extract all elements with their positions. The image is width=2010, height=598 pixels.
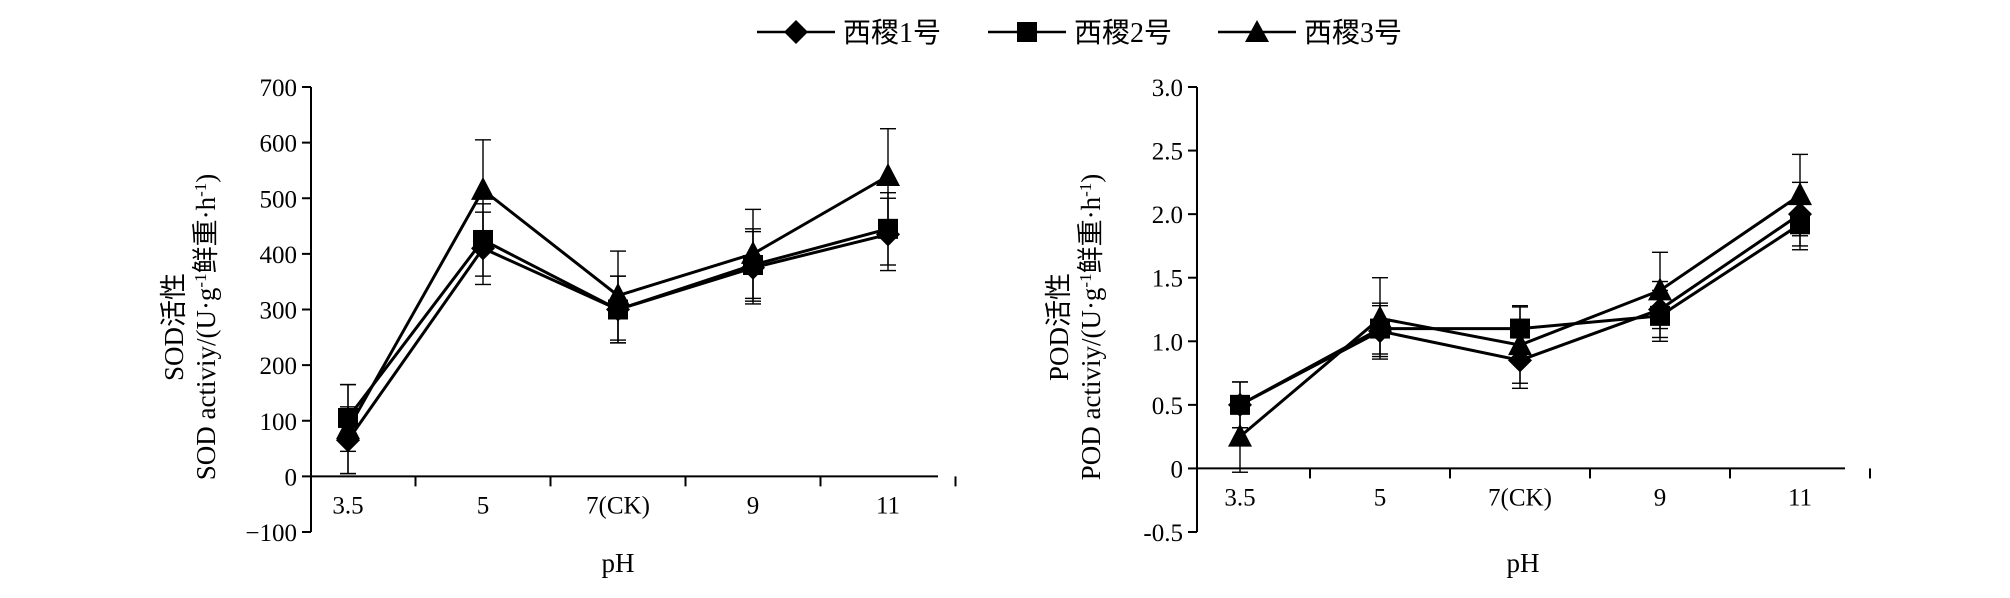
sod-y-tick-label: 300 [260,298,298,325]
pod-y-tick-label: 1.5 [1152,266,1183,293]
sod-data-point [741,240,765,264]
legend-label-2: 西稷2号 [1074,18,1172,49]
sod-y-tick-label: −100 [245,520,297,547]
sod-xlabel: pH [602,548,635,578]
sod-y-tick-label: 100 [260,409,298,436]
sod-data-point [606,282,630,306]
sod-chart: SOD活性 SOD activiy/(U·g-1鲜重·h-1) pH −1000… [159,75,957,578]
pod-x-tick-label: 11 [1788,484,1812,511]
legend-marker-square [1017,22,1037,42]
pod-ylabel-line1: POD活性 [1044,273,1074,381]
sod-y-tick-label: 700 [260,75,298,102]
pod-ylabel-part-b: 鲜重·h [1076,196,1106,273]
pod-x-tick-label: 5 [1374,484,1387,511]
pod-data-point [1508,332,1532,356]
sod-x-tick-label: 7(CK) [586,492,650,519]
pod-x-tick-label: 7(CK) [1488,484,1552,511]
pod-ylabel-line2: POD activiy/(U·g-1鲜重·h-1) [1076,174,1106,481]
pod-y-tick-label: 2.0 [1152,202,1183,229]
legend-label-1: 西稷1号 [843,18,941,49]
pod-y-tick-label: -0.5 [1143,520,1183,547]
sod-ylabel-sup-b: -1 [191,183,210,197]
pod-x-tick-label: 3.5 [1224,484,1255,511]
pod-y-tick-label: 2.5 [1152,139,1183,166]
pod-ylabel-sup-a: -1 [1076,273,1095,287]
pod-data-point [1368,305,1392,329]
sod-y-axis-title: SOD活性 SOD activiy/(U·g-1鲜重·h-1) [159,174,221,481]
legend-label-3: 西稷3号 [1304,18,1402,49]
pod-y-tick-label: 3.0 [1152,75,1183,102]
sod-ylabel-part-b: 鲜重·h [191,196,221,273]
pod-data-point [1648,277,1672,301]
sod-ylabel-line1: SOD活性 [159,273,189,381]
legend-marker-triangle [1245,20,1269,42]
sod-ylabel-line2: SOD activiy/(U·g-1鲜重·h-1) [191,174,221,481]
sod-y-tick-label: 600 [260,131,298,158]
sod-y-tick-label: 400 [260,242,298,269]
sod-y-tick-label: 500 [260,186,298,213]
pod-data-point [1228,423,1252,447]
pod-y-tick-label: 0 [1171,456,1184,483]
legend: 西稷1号 西稷2号 西稷3号 [757,18,1402,49]
pod-y-tick-label: 1.0 [1152,329,1183,356]
sod-data-point [876,163,900,186]
sod-ylabel-sup-a: -1 [191,273,210,287]
sod-y-tick-label: 200 [260,353,298,380]
pod-xlabel: pH [1507,548,1540,578]
sod-data-point [471,176,495,200]
legend-entry-3: 西稷3号 [1218,18,1402,49]
pod-y-axis-title: POD活性 POD activiy/(U·g-1鲜重·h-1) [1044,174,1106,481]
sod-y-tick-label: 0 [285,464,298,491]
legend-marker-diamond [784,20,808,44]
sod-ylabel-close: ) [191,174,221,183]
sod-ylabel-part-a: SOD activiy/(U·g [191,288,221,481]
pod-data-point [1788,182,1812,206]
pod-x-tick-label: 9 [1654,484,1667,511]
sod-x-tick-label: 3.5 [332,492,363,519]
sod-x-tick-label: 9 [747,492,760,519]
legend-entry-1: 西稷1号 [757,18,941,49]
sod-x-tick-label: 5 [477,492,490,519]
legend-entry-2: 西稷2号 [988,18,1172,49]
sod-series-3 [336,128,900,475]
pod-y-tick-label: 0.5 [1152,393,1183,420]
sod-data-point [336,416,360,440]
sod-x-tick-label: 11 [876,492,900,519]
pod-chart: POD活性 POD activiy/(U·g-1鲜重·h-1) pH -0.50… [1044,75,1871,578]
pod-ylabel-sup-b: -1 [1076,183,1095,197]
pod-ylabel-close: ) [1076,174,1106,183]
pod-ylabel-part-a: POD activiy/(U·g [1076,288,1106,481]
pod-series-3 [1228,153,1812,473]
